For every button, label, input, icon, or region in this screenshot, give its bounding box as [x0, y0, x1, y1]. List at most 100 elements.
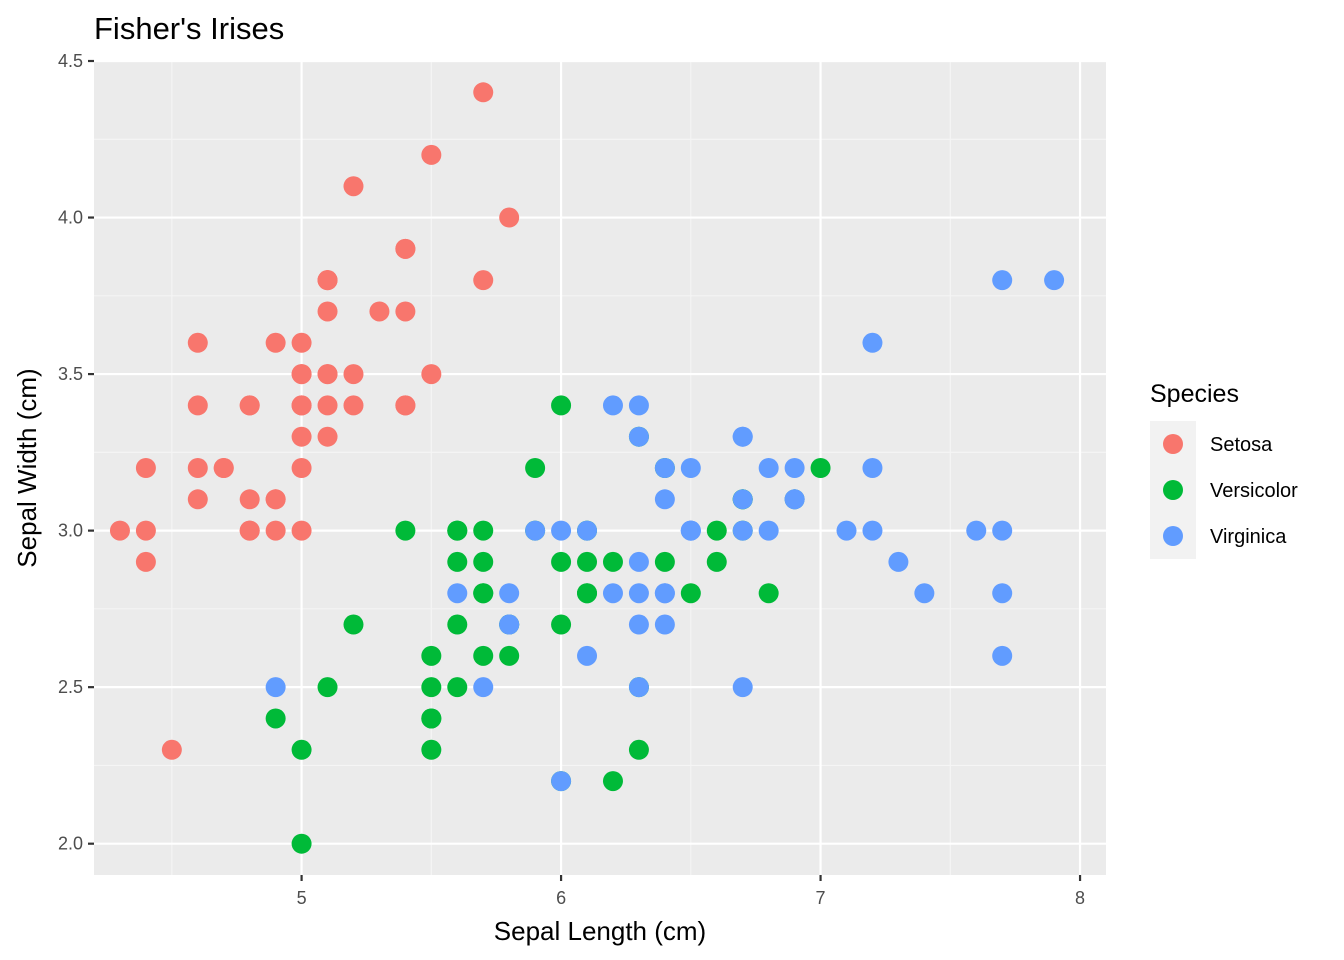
- y-tick-label: 3.0: [58, 521, 83, 541]
- point-virginica: [680, 458, 701, 478]
- point-setosa: [317, 426, 338, 447]
- point-virginica: [784, 458, 805, 478]
- y-axis-title: Sepal Width (cm): [12, 368, 42, 567]
- point-setosa: [369, 301, 390, 322]
- point-virginica: [473, 677, 494, 698]
- point-versicolor: [551, 551, 572, 572]
- point-virginica: [914, 583, 935, 604]
- point-setosa: [135, 520, 156, 541]
- point-virginica: [628, 395, 649, 416]
- point-setosa: [317, 301, 338, 322]
- point-virginica: [732, 520, 753, 541]
- point-virginica: [862, 520, 883, 541]
- point-versicolor: [421, 708, 442, 729]
- point-virginica: [628, 426, 649, 447]
- point-versicolor: [343, 614, 364, 635]
- point-setosa: [135, 458, 156, 478]
- point-setosa: [421, 144, 442, 165]
- point-virginica: [680, 520, 701, 541]
- point-versicolor: [473, 551, 494, 572]
- point-virginica: [758, 458, 779, 478]
- point-versicolor: [628, 739, 649, 760]
- legend-key-setosa: [1163, 434, 1183, 454]
- point-versicolor: [602, 771, 623, 792]
- point-versicolor: [680, 583, 701, 604]
- point-setosa: [187, 395, 208, 416]
- point-setosa: [317, 364, 338, 385]
- point-virginica: [577, 520, 598, 541]
- point-virginica: [862, 332, 883, 353]
- point-virginica: [654, 614, 675, 635]
- point-setosa: [421, 364, 442, 385]
- chart-title: Fisher's Irises: [94, 11, 284, 46]
- point-versicolor: [395, 520, 416, 541]
- point-versicolor: [447, 614, 468, 635]
- y-tick-label: 2.5: [58, 677, 83, 697]
- x-tick-label: 8: [1075, 888, 1085, 908]
- point-versicolor: [758, 583, 779, 604]
- x-axis: 5 6 7 8: [297, 875, 1085, 908]
- point-setosa: [343, 395, 364, 416]
- point-setosa: [265, 520, 286, 541]
- point-versicolor: [577, 583, 598, 604]
- point-setosa: [499, 207, 520, 228]
- legend: Species Setosa Versicolor Virginica: [1150, 380, 1298, 559]
- point-virginica: [447, 583, 468, 604]
- point-versicolor: [265, 708, 286, 729]
- major-gridlines: [94, 59, 1106, 875]
- point-versicolor: [706, 520, 727, 541]
- point-setosa: [291, 458, 312, 478]
- point-setosa: [291, 332, 312, 353]
- point-versicolor: [706, 551, 727, 572]
- point-virginica: [966, 520, 987, 541]
- point-versicolor: [473, 583, 494, 604]
- point-versicolor: [473, 520, 494, 541]
- point-setosa: [395, 238, 416, 259]
- x-tick-label: 5: [297, 888, 307, 908]
- point-versicolor: [291, 833, 312, 854]
- point-virginica: [602, 395, 623, 416]
- point-versicolor: [447, 520, 468, 541]
- point-versicolor: [577, 551, 598, 572]
- point-setosa: [187, 332, 208, 353]
- x-axis-title: Sepal Length (cm): [494, 916, 706, 946]
- point-virginica: [992, 645, 1013, 666]
- point-setosa: [291, 426, 312, 447]
- point-virginica: [1044, 270, 1065, 291]
- point-virginica: [992, 520, 1013, 541]
- point-virginica: [784, 489, 805, 510]
- point-setosa: [317, 395, 338, 416]
- point-versicolor: [810, 458, 831, 478]
- point-virginica: [265, 677, 286, 698]
- point-setosa: [343, 176, 364, 197]
- point-virginica: [628, 551, 649, 572]
- point-setosa: [109, 520, 130, 541]
- point-setosa: [135, 551, 156, 572]
- point-virginica: [758, 520, 779, 541]
- point-virginica: [992, 270, 1013, 291]
- legend-label-versicolor: Versicolor: [1210, 480, 1298, 502]
- y-tick-label: 4.0: [58, 208, 83, 228]
- point-virginica: [499, 583, 520, 604]
- point-setosa: [265, 489, 286, 510]
- y-axis: 2.0 2.5 3.0 3.5 4.0 4.5: [58, 51, 94, 854]
- legend-title: Species: [1150, 380, 1239, 408]
- point-setosa: [473, 270, 494, 291]
- point-setosa: [317, 270, 338, 291]
- point-setosa: [213, 458, 234, 478]
- point-setosa: [395, 301, 416, 322]
- point-setosa: [473, 82, 494, 103]
- point-setosa: [291, 395, 312, 416]
- point-versicolor: [421, 677, 442, 698]
- point-versicolor: [291, 739, 312, 760]
- point-versicolor: [447, 551, 468, 572]
- legend-label-virginica: Virginica: [1210, 526, 1287, 548]
- y-tick-label: 3.5: [58, 364, 83, 384]
- point-setosa: [291, 520, 312, 541]
- point-virginica: [732, 426, 753, 447]
- point-virginica: [602, 583, 623, 604]
- point-virginica: [992, 583, 1013, 604]
- point-versicolor: [602, 551, 623, 572]
- point-versicolor: [473, 645, 494, 666]
